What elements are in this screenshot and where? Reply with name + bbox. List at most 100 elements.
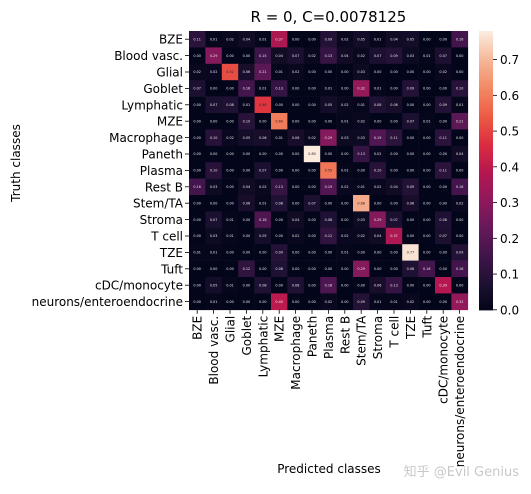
heatmap-cell xyxy=(369,227,387,245)
cell-value-label: 0.00 xyxy=(226,267,234,271)
heatmap-cell xyxy=(353,211,370,229)
cell-value-label: 0.00 xyxy=(259,300,267,304)
heatmap-cell xyxy=(271,260,288,278)
cell-value-label: 0.00 xyxy=(439,37,447,41)
heatmap-cell xyxy=(287,145,305,163)
colorbar-segment xyxy=(479,33,493,37)
heatmap-cell xyxy=(353,260,370,278)
heatmap-cell xyxy=(221,260,239,278)
cell-value-label: 0.08 xyxy=(259,283,267,287)
colorbar-segment xyxy=(479,202,493,206)
cell-value-label: 0.00 xyxy=(423,87,431,91)
heatmap-cell xyxy=(402,31,419,48)
x-tick-label: MZE xyxy=(273,316,287,342)
colorbar-segment xyxy=(479,137,493,141)
colorbar-segment xyxy=(479,123,493,127)
colorbar-segment xyxy=(479,237,493,241)
cell-value-label: 0.00 xyxy=(308,103,316,107)
y-tick-label: Lymphatic xyxy=(121,98,183,112)
cell-value-label: 0.00 xyxy=(456,283,464,287)
heatmap-cell xyxy=(205,260,223,278)
heatmap-cell xyxy=(451,47,469,65)
colorbar-segment xyxy=(479,84,493,88)
x-tick-label: TZE xyxy=(404,316,418,340)
cell-value-label: 0.00 xyxy=(275,169,283,173)
cell-value-label: 0.00 xyxy=(193,218,201,222)
cell-value-label: 0.02 xyxy=(226,136,234,140)
cell-value-label: 0.04 xyxy=(374,234,382,238)
heatmap-cell xyxy=(271,211,288,229)
cell-value-label: 0.00 xyxy=(243,300,251,304)
heatmap-cell xyxy=(287,63,305,81)
heatmap-cell xyxy=(418,31,436,48)
heatmap-cell xyxy=(451,80,469,97)
heatmap-cell xyxy=(353,47,370,65)
cell-value-label: 0.06 xyxy=(407,201,415,205)
heatmap-cell xyxy=(205,162,223,179)
heatmap-cell xyxy=(189,162,206,179)
heatmap-cell xyxy=(369,195,387,212)
heatmap-cell xyxy=(238,31,255,48)
colorbar-segment xyxy=(479,228,493,232)
cell-value-label: 0.00 xyxy=(292,185,300,189)
heatmap-cell xyxy=(238,277,255,294)
cell-value-label: 0.68 xyxy=(357,201,365,205)
cell-value-label: 0.04 xyxy=(390,185,398,189)
y-tick-label: cDC/monocyte xyxy=(95,279,183,293)
colorbar-segment xyxy=(479,219,493,223)
cell-value-label: 0.00 xyxy=(292,251,300,255)
cell-value-label: 0.05 xyxy=(210,283,218,287)
y-tick-label: Paneth xyxy=(142,148,183,162)
cell-value-label: 0.00 xyxy=(439,267,447,271)
heatmap-cell xyxy=(303,145,321,163)
heatmap-cell xyxy=(353,80,370,97)
heatmap-cell xyxy=(254,178,272,196)
cell-value-label: 0.02 xyxy=(456,201,464,205)
heatmap-cell xyxy=(402,227,419,245)
colorbar-segment xyxy=(479,247,493,250)
cell-value-label: 0.02 xyxy=(341,37,349,41)
cell-value-label: 0.00 xyxy=(456,54,464,58)
heatmap-cell xyxy=(205,227,223,245)
cell-value-label: 0.00 xyxy=(423,218,431,222)
cell-value-label: 0.00 xyxy=(308,300,316,304)
y-tick-label: Glial xyxy=(156,66,183,80)
cell-value-label: 0.02 xyxy=(308,136,316,140)
heatmap-cell xyxy=(238,96,255,114)
heatmap-cell xyxy=(435,162,452,179)
heatmap-cell xyxy=(435,80,452,97)
heatmap-cell xyxy=(369,260,387,278)
heatmap-cell xyxy=(418,195,436,212)
cell-value-label: 0.00 xyxy=(292,169,300,173)
cell-value-label: 0.07 xyxy=(407,119,415,123)
cell-value-label: 0.10 xyxy=(210,136,218,140)
cell-value-label: 0.00 xyxy=(407,169,415,173)
heatmap-cell xyxy=(254,293,272,311)
heatmap-cell xyxy=(435,113,452,130)
colorbar-tick-label: 0.2 xyxy=(500,232,519,246)
cell-value-label: 0.00 xyxy=(456,169,464,173)
heatmap-cell xyxy=(435,129,452,147)
cell-value-label: 0.00 xyxy=(193,267,201,271)
colorbar-segment xyxy=(479,119,493,123)
heatmap-cell xyxy=(402,195,419,212)
cell-value-label: 0.13 xyxy=(390,283,398,287)
heatmap-cell xyxy=(238,227,255,245)
colorbar-segment xyxy=(479,116,493,120)
heatmap-cell xyxy=(287,178,305,196)
heatmap-cell xyxy=(205,31,223,48)
heatmap-cell xyxy=(353,129,370,147)
colorbar-segment xyxy=(479,165,493,169)
x-tick-label: Goblet xyxy=(240,316,254,356)
heatmap-cell xyxy=(287,96,305,114)
cell-value-label: 0.09 xyxy=(275,251,283,255)
cell-value-label: 0.00 xyxy=(341,152,349,156)
colorbar-segment xyxy=(479,140,493,144)
colorbar-segment xyxy=(479,242,493,246)
colorbar-segment xyxy=(479,302,493,306)
colorbar-segment xyxy=(479,37,493,41)
cell-value-label: 0.02 xyxy=(259,185,267,189)
cell-value-label: 0.01 xyxy=(374,87,382,91)
cell-value-label: 0.02 xyxy=(193,70,201,74)
cell-value-label: 0.00 xyxy=(341,87,349,91)
